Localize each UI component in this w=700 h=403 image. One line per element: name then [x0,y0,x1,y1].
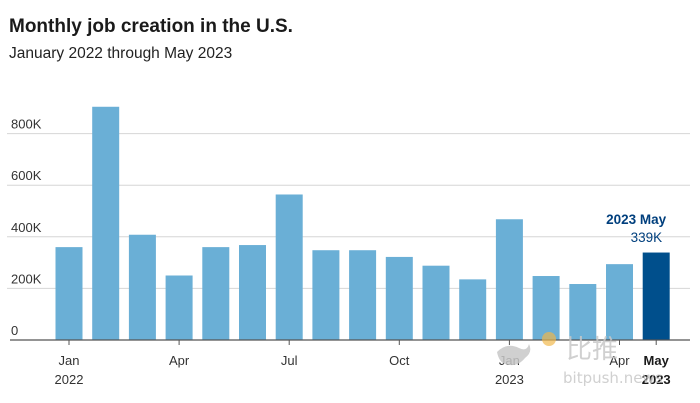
bird-logo-icon [497,344,531,366]
bar [312,250,340,340]
bar [532,276,560,340]
y-tick-label: 800K [11,117,42,132]
watermark-cn: 比推 [566,335,618,365]
y-tick-label: 200K [11,271,42,286]
bar [239,245,266,340]
bar [128,234,156,340]
bar [495,219,523,340]
bar [569,284,597,340]
bars [55,106,670,340]
chart-subtitle: January 2022 through May 2023 [9,45,233,62]
x-tick-label: Apr [169,353,190,368]
bar [275,194,303,340]
x-axis [10,339,690,345]
bar [165,275,193,340]
bar [349,250,377,340]
bar [202,247,230,340]
x-tick-year-label: 2023 [642,372,671,387]
x-tick-year-label: 2023 [495,372,524,387]
bar [385,256,413,340]
chart-title: Monthly job creation in the U.S. [9,16,293,37]
x-tick-year-label: 2022 [55,372,84,387]
bar [642,252,670,340]
bar [55,247,83,340]
bitcoin-coin-icon [542,332,556,346]
annotation: 2023 May 339K [606,212,667,245]
bar [422,265,450,340]
bar [606,264,633,340]
x-tick-label: Oct [389,353,410,368]
watermark-en: bitpush.news [563,369,663,387]
bar [459,279,487,340]
x-tick-label: Jan [59,353,80,368]
watermark: 比推 bitpush.news [497,332,663,387]
bar [92,106,120,340]
x-tick-label: May [644,353,670,368]
y-tick-label: 600K [11,168,42,183]
y-axis-labels: 0 200K 400K 600K 800K [11,117,42,338]
x-tick-label: Jul [281,353,298,368]
y-tick-label: 0 [11,323,18,338]
y-tick-label: 400K [11,220,42,235]
annotation-title: 2023 May [606,212,667,227]
annotation-value: 339K [631,230,663,245]
x-tick-label: Apr [609,353,630,368]
